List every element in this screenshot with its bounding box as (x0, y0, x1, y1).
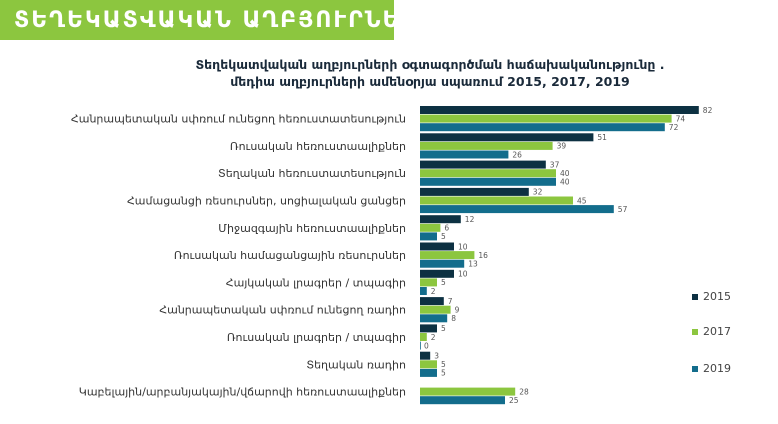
bar-2015 (420, 351, 431, 360)
chart-title: Տեղեկատվական աղբյուրների օգտագործման հաճ… (120, 56, 740, 90)
bar-2019 (420, 368, 437, 377)
bar-2017 (420, 360, 437, 369)
data-label-2019: 13 (468, 260, 478, 269)
data-label-2017: 28 (519, 387, 529, 396)
bar-2019 (420, 177, 556, 186)
category-label: Ռուսական լրագրեր / տպագիր (227, 331, 406, 344)
data-label-2015: 37 (550, 160, 560, 169)
bar-2017 (420, 223, 441, 232)
data-label-2017: 6 (444, 224, 449, 233)
legend-entry-2015: 2015 (703, 290, 731, 303)
data-label-2015: 3 (434, 352, 439, 361)
legend-entry-2019: 2019 (703, 362, 731, 375)
bar-2015 (420, 160, 546, 169)
bar-2015 (420, 133, 594, 142)
bar-2017 (420, 305, 451, 314)
data-label-2015: 82 (703, 106, 713, 115)
data-label-2015: 12 (465, 215, 475, 224)
data-label-2019: 57 (618, 205, 628, 214)
data-label-2019: 5 (441, 232, 446, 241)
bar-2019 (420, 232, 437, 241)
bar-2019 (420, 123, 665, 132)
data-label-2017: 2 (431, 333, 436, 342)
bar-2015 (420, 242, 454, 251)
data-label-2019: 25 (509, 396, 519, 405)
bar-2015 (420, 297, 444, 306)
data-label-2015: 5 (441, 324, 446, 333)
bar-2015 (420, 187, 529, 196)
bar-2019 (420, 150, 509, 159)
data-label-2015: 51 (597, 133, 607, 142)
category-label: Միջազգային հեռուստաալիքներ (218, 222, 406, 235)
category-label: Հանրապետական սփռում ունեցող հեռուստատեսո… (71, 113, 406, 126)
bar-2015 (420, 215, 461, 224)
bar-2019 (420, 259, 465, 268)
legend-swatch-2017 (692, 329, 698, 335)
section-banner: ՏԵՂԵԿԱՏՎԱԿԱՆ ԱՂԲՅՈՒՐՆԵՐ (0, 0, 415, 40)
data-label-2017: 5 (441, 278, 446, 287)
data-label-2017: 45 (577, 196, 587, 205)
data-label-2019: 26 (512, 150, 522, 159)
data-label-2015: 7 (448, 297, 453, 306)
bar-2017 (420, 169, 556, 178)
bar-2017 (420, 141, 553, 150)
bar-2017 (420, 387, 516, 396)
data-label-2017: 74 (676, 114, 686, 123)
bar-2019 (420, 287, 427, 295)
category-label: Կաբելային/արբանյակային/վճարովի հեռուստաա… (79, 386, 406, 399)
data-label-2017: 5 (441, 360, 446, 369)
chart-title-line-2: մեդիա աղբյուրների ամենօրյա սպառում 2015,… (230, 74, 630, 89)
data-label-2017: 9 (455, 306, 460, 315)
category-label: Հայկական լրագրեր / տպագիր (226, 276, 406, 289)
legend-entry-2017: 2017 (703, 325, 731, 338)
bar-2015 (420, 106, 699, 114)
data-label-2019: 8 (451, 314, 456, 323)
bar-2019 (420, 341, 421, 350)
category-label: Ռուսական հեռուստաալիքներ (230, 140, 406, 153)
data-label-2017: 16 (478, 251, 488, 260)
bar-2019 (420, 314, 448, 323)
data-label-2015: 32 (533, 188, 543, 197)
bar-2019 (420, 205, 614, 214)
data-label-2017: 39 (557, 142, 567, 151)
category-label: Տեղական հեռուստատեսություն (218, 167, 406, 180)
bar-2017 (420, 196, 573, 205)
data-label-2019: 72 (669, 123, 679, 132)
data-label-2019: 0 (424, 341, 429, 350)
data-label-2015: 10 (458, 270, 468, 279)
bar-2017 (420, 114, 672, 123)
bar-2015 (420, 324, 437, 333)
bar-2015 (420, 269, 454, 278)
chart-title-line-1: Տեղեկատվական աղբյուրների օգտագործման հաճ… (195, 57, 665, 72)
bar-2017 (420, 333, 427, 341)
bar-2017 (420, 278, 437, 287)
data-label-2019: 2 (431, 287, 436, 296)
banner-title: ՏԵՂԵԿԱՏՎԱԿԱՆ ԱՂԲՅՈՒՐՆԵՐ (14, 7, 418, 33)
category-label: Տեղական ռադիո (306, 358, 406, 371)
category-label: Հանրապետական սփռում ունեցող ռադիո (159, 304, 406, 317)
legend-swatch-2019 (692, 366, 698, 372)
data-label-2019: 5 (441, 369, 446, 378)
bar-2017 (420, 251, 475, 260)
bar-2019 (420, 396, 505, 405)
data-label-2019: 40 (560, 178, 570, 187)
category-label: Համացանցի ռեսուրսներ, սոցիալական ցանցեր (127, 195, 406, 208)
data-label-2017: 40 (560, 169, 570, 178)
category-label: Ռուսական համացանցային ռեսուրսներ (174, 249, 406, 262)
data-label-2015: 10 (458, 242, 468, 251)
legend-swatch-2015 (692, 294, 698, 300)
